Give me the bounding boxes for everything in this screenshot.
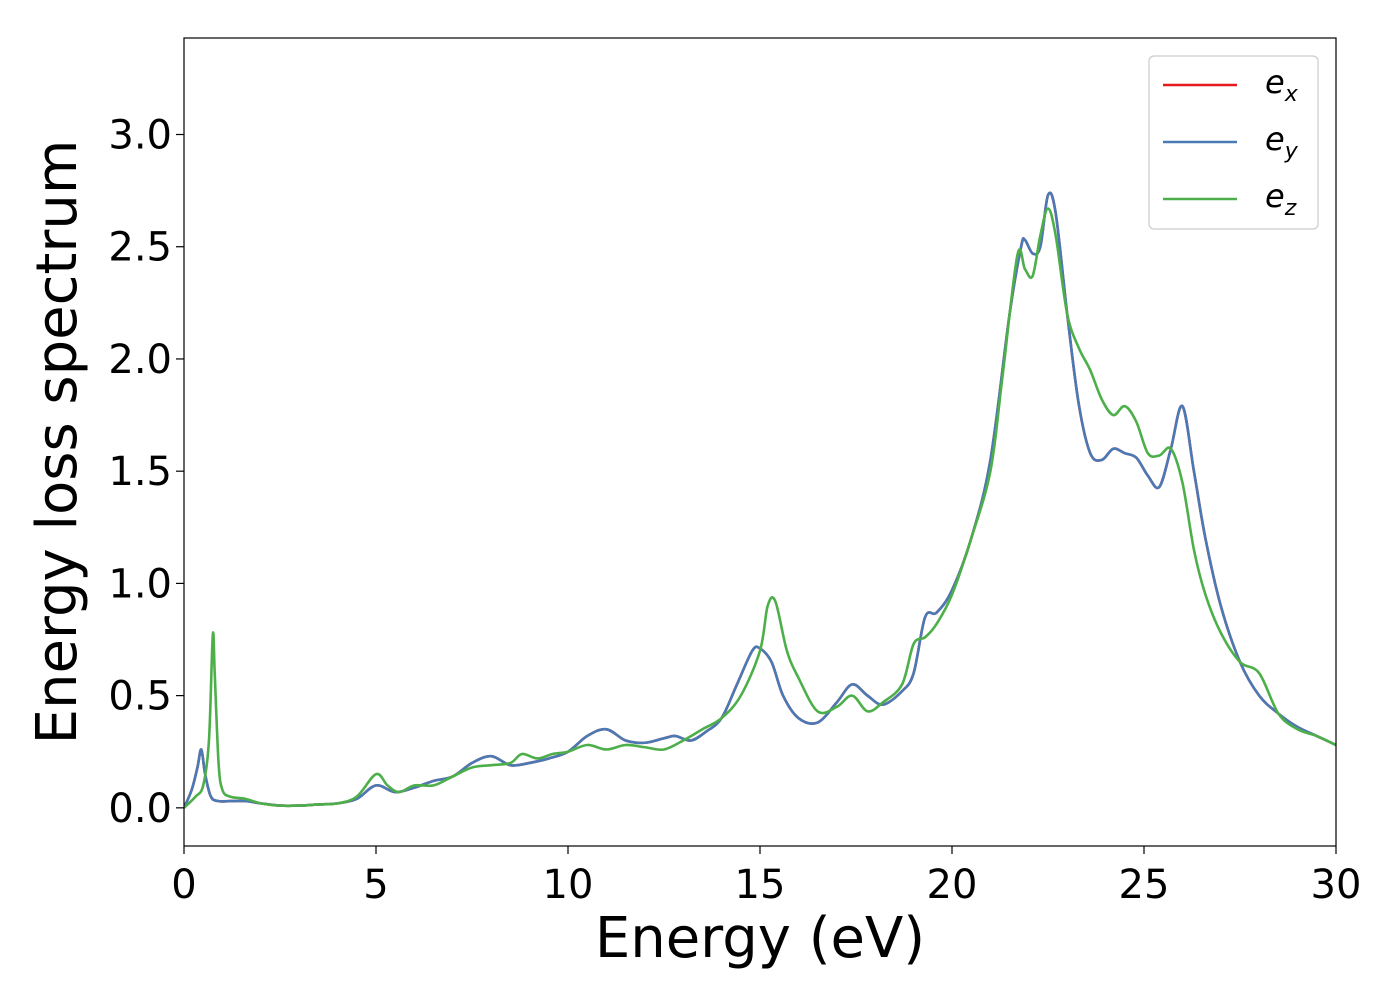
y-tick-label: 2.0 [108, 337, 172, 383]
x-tick-label: 30 [1311, 862, 1362, 908]
x-axis-title: Energy (eV) [595, 906, 925, 971]
legend-label-ey: ey [1265, 120, 1299, 164]
y-axis: 0.0 0.5 1.0 1.5 2.0 2.5 3.0 [108, 113, 184, 832]
y-tick-label: 0.0 [108, 786, 172, 832]
y-tick-label: 3.0 [108, 113, 172, 159]
y-tick-label: 1.5 [108, 449, 172, 495]
x-tick-label: 5 [363, 862, 388, 908]
y-axis-title: Energy loss spectrum [25, 140, 90, 745]
legend-label-ez: ez [1265, 177, 1297, 221]
x-tick-label: 25 [1119, 862, 1170, 908]
series-layer [184, 191, 1336, 809]
x-tick-label: 20 [927, 862, 978, 908]
y-tick-label: 0.5 [108, 674, 172, 720]
x-tick-label: 10 [543, 862, 594, 908]
legend: ex ey ez [1148, 55, 1319, 230]
legend-label-ex: ex [1265, 63, 1299, 107]
x-tick-label: 0 [171, 862, 196, 908]
x-tick-label: 15 [735, 862, 786, 908]
series-line-ez [184, 207, 1336, 809]
y-tick-label: 1.0 [108, 561, 172, 607]
x-axis: 0 5 10 15 20 25 30 [171, 846, 1361, 908]
y-tick-label: 2.5 [108, 225, 172, 271]
